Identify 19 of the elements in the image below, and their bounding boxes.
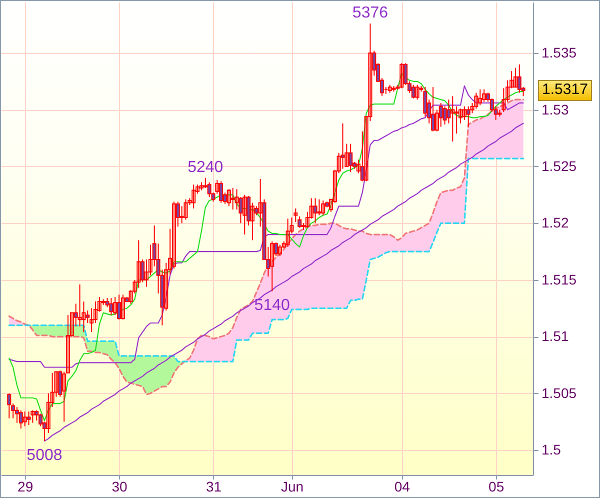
- x-tick-label: 31: [206, 478, 222, 494]
- y-tick-label: 1.51: [542, 328, 569, 344]
- x-tick-label: Jun: [280, 478, 304, 494]
- text: 1.5317: [538, 80, 592, 102]
- y-tick-label: 1.515: [542, 271, 577, 288]
- y-tick-label: 1.52: [542, 214, 569, 231]
- y-tick-label: 1.5: [542, 442, 562, 458]
- y-tick-label: 1.505: [542, 384, 577, 401]
- x-tick-label: 30: [112, 478, 128, 494]
- annotation: 5140: [254, 297, 290, 314]
- y-tick-label: 1.535: [542, 44, 577, 61]
- x-tick-label: 05: [488, 478, 504, 494]
- x-tick-label: 04: [394, 478, 410, 494]
- x-tick-label: 29: [18, 478, 34, 494]
- y-tick-label: 1.525: [542, 158, 577, 174]
- annotation: 5240: [188, 158, 224, 176]
- annotation: 5376: [352, 4, 388, 22]
- y-tick-label: 1.53: [542, 101, 569, 118]
- annotation: 5008: [26, 446, 62, 464]
